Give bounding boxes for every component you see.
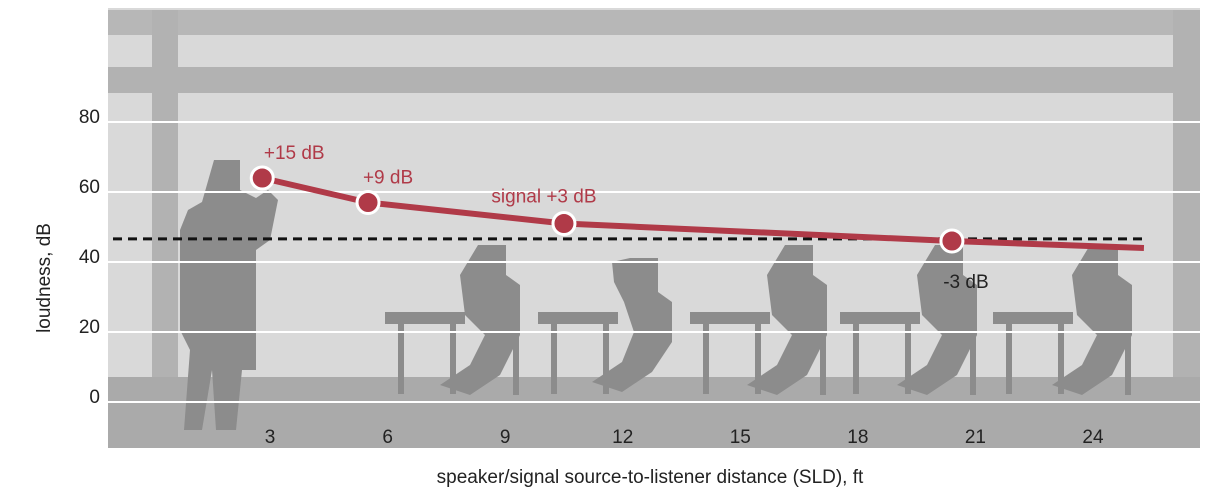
x-tick-label: 15 [730,427,751,448]
point-marker [939,228,965,254]
illustration [180,160,1132,430]
annotation: -3 dB [943,272,988,293]
y-tick-label: 80 [79,107,100,128]
y-tick-label: 40 [79,247,100,268]
beam [108,67,1200,93]
y-tick-label: 60 [79,177,100,198]
student-group [385,245,1132,395]
point-marker [355,190,381,215]
point-marker [551,211,577,236]
beam [108,10,1200,35]
x-tick-label: 9 [500,427,511,448]
teacher [180,160,278,430]
x-tick-label: 3 [265,427,276,448]
y-axis-label: loudness, dB [34,223,55,333]
x-tick-label: 12 [612,427,633,448]
y-tick-label: 20 [79,317,100,338]
floor [108,377,1200,448]
annotation: signal +3 dB [491,187,596,208]
post [1173,10,1200,422]
x-tick-label: 21 [965,427,986,448]
point-marker [249,165,275,191]
x-tick-label: 24 [1082,427,1104,448]
post [152,10,178,422]
x-tick-label: 6 [382,427,393,448]
x-tick-label: 18 [847,427,868,448]
x-axis-label: speaker/signal source-to-listener distan… [437,467,864,488]
annotation: +15 dB [264,143,325,164]
annotation: +9 dB [363,168,413,189]
y-tick-label: 0 [89,387,100,408]
